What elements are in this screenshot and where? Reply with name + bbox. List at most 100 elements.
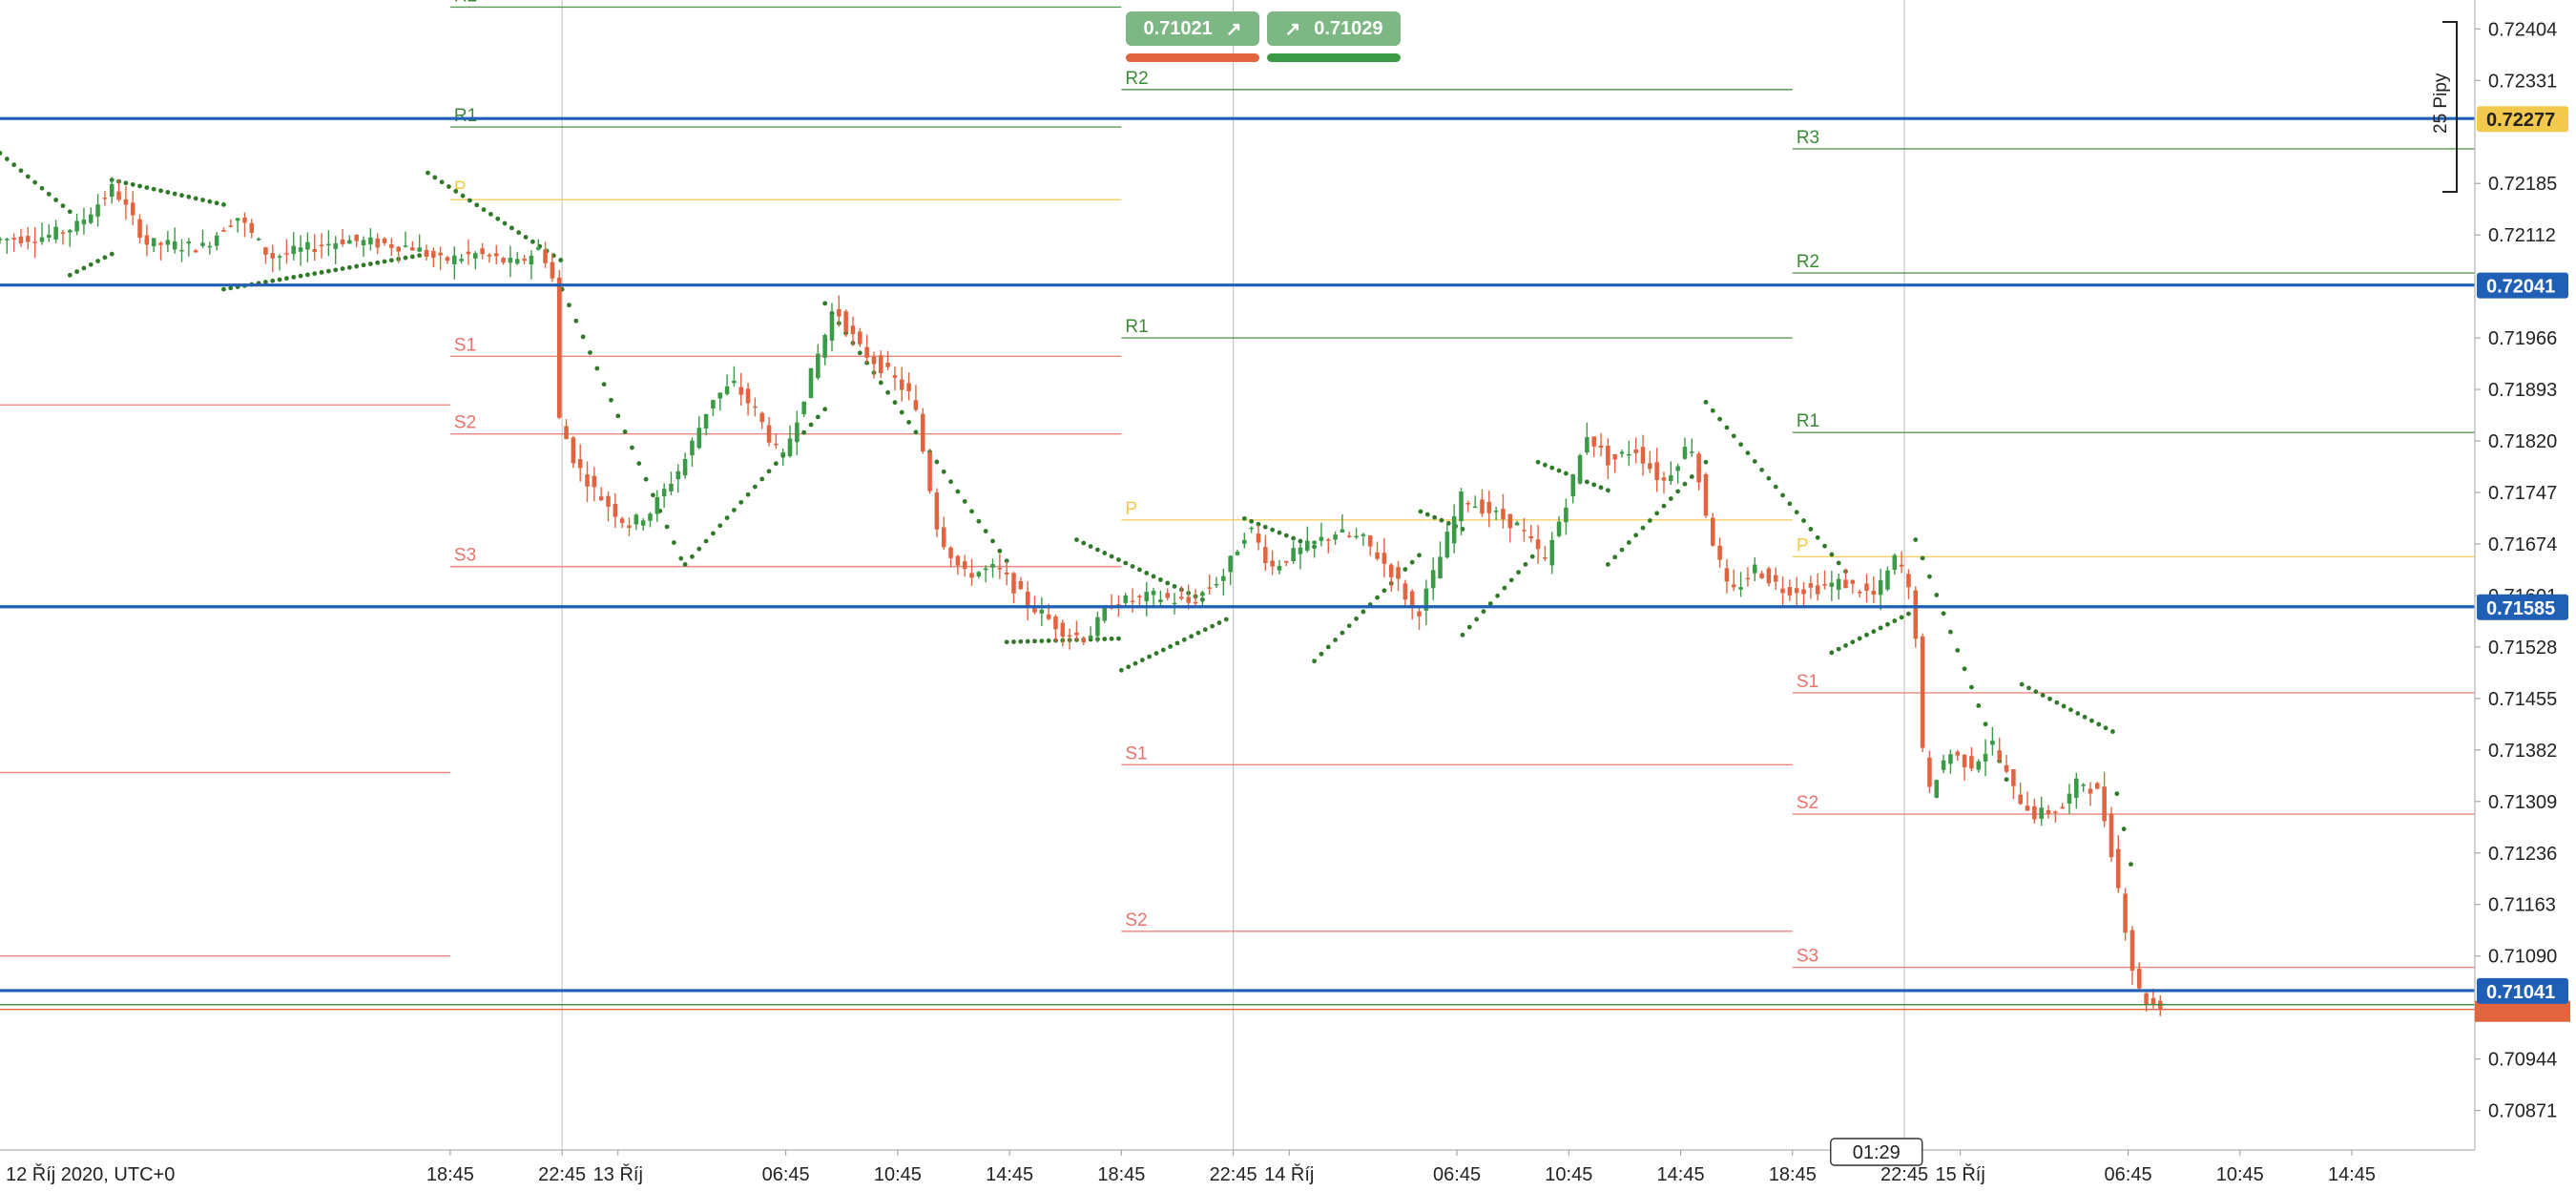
sar-dot (696, 546, 702, 552)
candle (1459, 488, 1464, 535)
candle (74, 213, 79, 236)
candle-body (997, 568, 1003, 570)
candle-body (81, 220, 87, 225)
sar-dot (983, 529, 988, 533)
sar-dot (1612, 554, 1618, 560)
sar-dot (1619, 547, 1625, 553)
candle-body (1004, 572, 1009, 575)
sar-dot (1822, 543, 1827, 549)
candle-body (1669, 474, 1673, 482)
candle-body (172, 240, 177, 250)
candle (753, 397, 758, 417)
candle (1598, 432, 1604, 457)
candle (1388, 563, 1394, 592)
sar-dot (1241, 515, 1247, 521)
candle-body (2053, 811, 2058, 813)
candle (1270, 550, 1275, 575)
sar-dot (1340, 630, 1345, 636)
sar-dot (1773, 484, 1778, 490)
candle-body (389, 243, 394, 248)
pip-measure-bracket[interactable] (2442, 21, 2458, 193)
candle (228, 219, 234, 228)
candle (1857, 590, 1862, 598)
sar-dot (969, 509, 974, 514)
candle (738, 372, 744, 406)
candle-body (2011, 769, 2016, 786)
candle (1577, 453, 1583, 485)
sar-dot (1549, 465, 1555, 471)
candle-body (2060, 806, 2065, 809)
candle-body (675, 471, 681, 480)
candle-body (669, 483, 674, 491)
candle (1913, 586, 1919, 648)
candle (2081, 783, 2086, 793)
sar-dot (340, 266, 345, 271)
sar-dot (948, 479, 953, 485)
buy-button[interactable]: ↗ 0.71029 (1267, 11, 1401, 46)
candle (1983, 739, 1988, 777)
candle-body (885, 363, 890, 367)
candle-body (1291, 548, 1296, 561)
sar-dot (270, 278, 276, 283)
sar-dot (1535, 459, 1541, 465)
candle (1067, 628, 1072, 650)
candle-body (1976, 761, 1982, 770)
candle (1501, 493, 1506, 529)
candle (47, 224, 52, 242)
candle-body (1941, 760, 1946, 770)
candle (60, 230, 66, 245)
candle-body (396, 246, 401, 252)
candle-body (696, 428, 702, 449)
sar-dot (326, 268, 331, 274)
candle (564, 419, 569, 440)
candle (669, 471, 674, 496)
candle (606, 491, 611, 522)
candle (598, 487, 604, 502)
candle-body (1256, 533, 1261, 543)
sar-dot (2082, 714, 2088, 720)
y-axis: 0.72404 0.72331 0.72185 0.72112 0.71966 0.718… (2474, 0, 2570, 1150)
sar-dot (426, 170, 430, 176)
sar-dot (417, 253, 423, 259)
candle-body (1046, 614, 1051, 619)
candle (1899, 551, 1904, 574)
candle-body (1633, 449, 1638, 453)
candle-body (837, 308, 841, 317)
candle-body (1444, 532, 1450, 558)
x-tick-label: 15 Říj (1936, 1163, 1985, 1185)
candle (585, 461, 590, 503)
sar-dot (502, 220, 508, 226)
sar-dot (495, 216, 501, 221)
candle (1682, 437, 1688, 460)
candle (1011, 571, 1016, 604)
candle (291, 232, 297, 261)
sar-dot (1118, 667, 1124, 673)
candle-body (501, 258, 506, 263)
pivot-label-s2: S2 (454, 413, 476, 433)
sar-dot (1466, 624, 1472, 630)
sar-dot (857, 350, 862, 356)
x-tick-label: 22:45 (538, 1164, 586, 1185)
sar-dot (200, 198, 205, 202)
sar-dot (193, 196, 198, 201)
sell-button[interactable]: 0.71021 ↗ (1126, 11, 1259, 46)
candle-body (1186, 596, 1191, 603)
candle (452, 246, 457, 280)
sar-dot (1731, 433, 1736, 439)
candle (1759, 570, 1764, 579)
candle (256, 237, 261, 241)
sar-dot (1168, 644, 1174, 649)
candle (1165, 588, 1170, 601)
candle-body (1493, 511, 1499, 512)
candle (795, 410, 800, 456)
candle (81, 207, 87, 235)
candle (1962, 753, 1967, 782)
sar-dot (1843, 643, 1848, 648)
candle (1375, 541, 1380, 561)
candle-body (522, 259, 527, 261)
pivot-label-s2: S2 (1125, 910, 1147, 931)
x-axis-start-label: 12 Říj 2020, UTC+0 (6, 1163, 175, 1185)
candle (654, 490, 660, 522)
